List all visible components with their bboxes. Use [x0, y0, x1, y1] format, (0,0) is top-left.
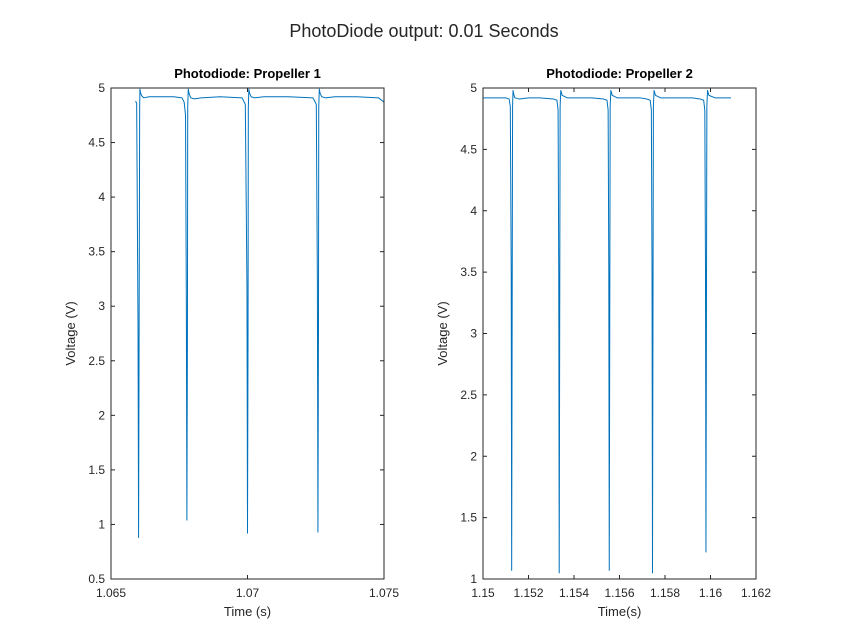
y-tick-label: 2: [470, 449, 477, 463]
series-line-2-1: [483, 89, 731, 574]
x-tick-label: 1.154: [559, 586, 589, 600]
x-tick-label: 1.152: [513, 586, 543, 600]
y-tick-label: 3: [470, 327, 477, 341]
y-tick-label: 0.5: [88, 572, 105, 586]
y-tick-label: 4.5: [88, 136, 105, 150]
y-axis-label-1: Voltage (V): [63, 301, 78, 365]
x-tick-label: 1.065: [96, 586, 126, 600]
x-axis-label-1: Time (s): [224, 604, 271, 619]
figure-suptitle: PhotoDiode output: 0.01 Seconds: [289, 21, 558, 41]
y-tick-label: 3.5: [460, 265, 477, 279]
x-axis-label-2: Time(s): [598, 604, 642, 619]
subplot-title-1: Photodiode: Propeller 1: [174, 66, 321, 81]
subplot-1: 1.065 1.07 1.075 0.5 1 1.5 2 2.5 3 3.5 4 4.5 5 Photod…: [63, 66, 399, 619]
y-tick-label: 2.5: [460, 388, 477, 402]
y-tick-label: 3: [98, 299, 105, 313]
y-tick-label: 4: [470, 204, 477, 218]
y-tick-label: 1: [470, 572, 477, 586]
plot-area-2: [483, 88, 756, 579]
y-tick-label: 5: [470, 81, 477, 95]
y-tick-label: 1: [98, 517, 105, 531]
x-tick-label: 1.158: [650, 586, 680, 600]
x-tick-label: 1.156: [604, 586, 634, 600]
series-line-1-1: [135, 88, 385, 539]
x-tick-label: 1.16: [699, 586, 723, 600]
y-axis-label-2: Voltage (V): [435, 301, 450, 365]
x-tick-label: 1.162: [741, 586, 771, 600]
y-tick-label: 1.5: [460, 511, 477, 525]
x-tick-label: 1.07: [236, 586, 260, 600]
y-tick-label: 4.5: [460, 142, 477, 156]
y-tick-label: 4: [98, 190, 105, 204]
subplot-title-2: Photodiode: Propeller 2: [546, 66, 693, 81]
x-tick-label: 1.075: [369, 586, 399, 600]
y-tick-label: 2: [98, 408, 105, 422]
subplot-2: 1.15 1.152 1.154 1.156 1.158 1.16 1.162 1 1.5 2 2.…: [435, 66, 771, 619]
x-tick-label: 1.15: [471, 586, 495, 600]
y-tick-label: 2.5: [88, 354, 105, 368]
y-tick-label: 3.5: [88, 245, 105, 259]
y-tick-label: 1.5: [88, 463, 105, 477]
y-tick-label: 5: [98, 81, 105, 95]
